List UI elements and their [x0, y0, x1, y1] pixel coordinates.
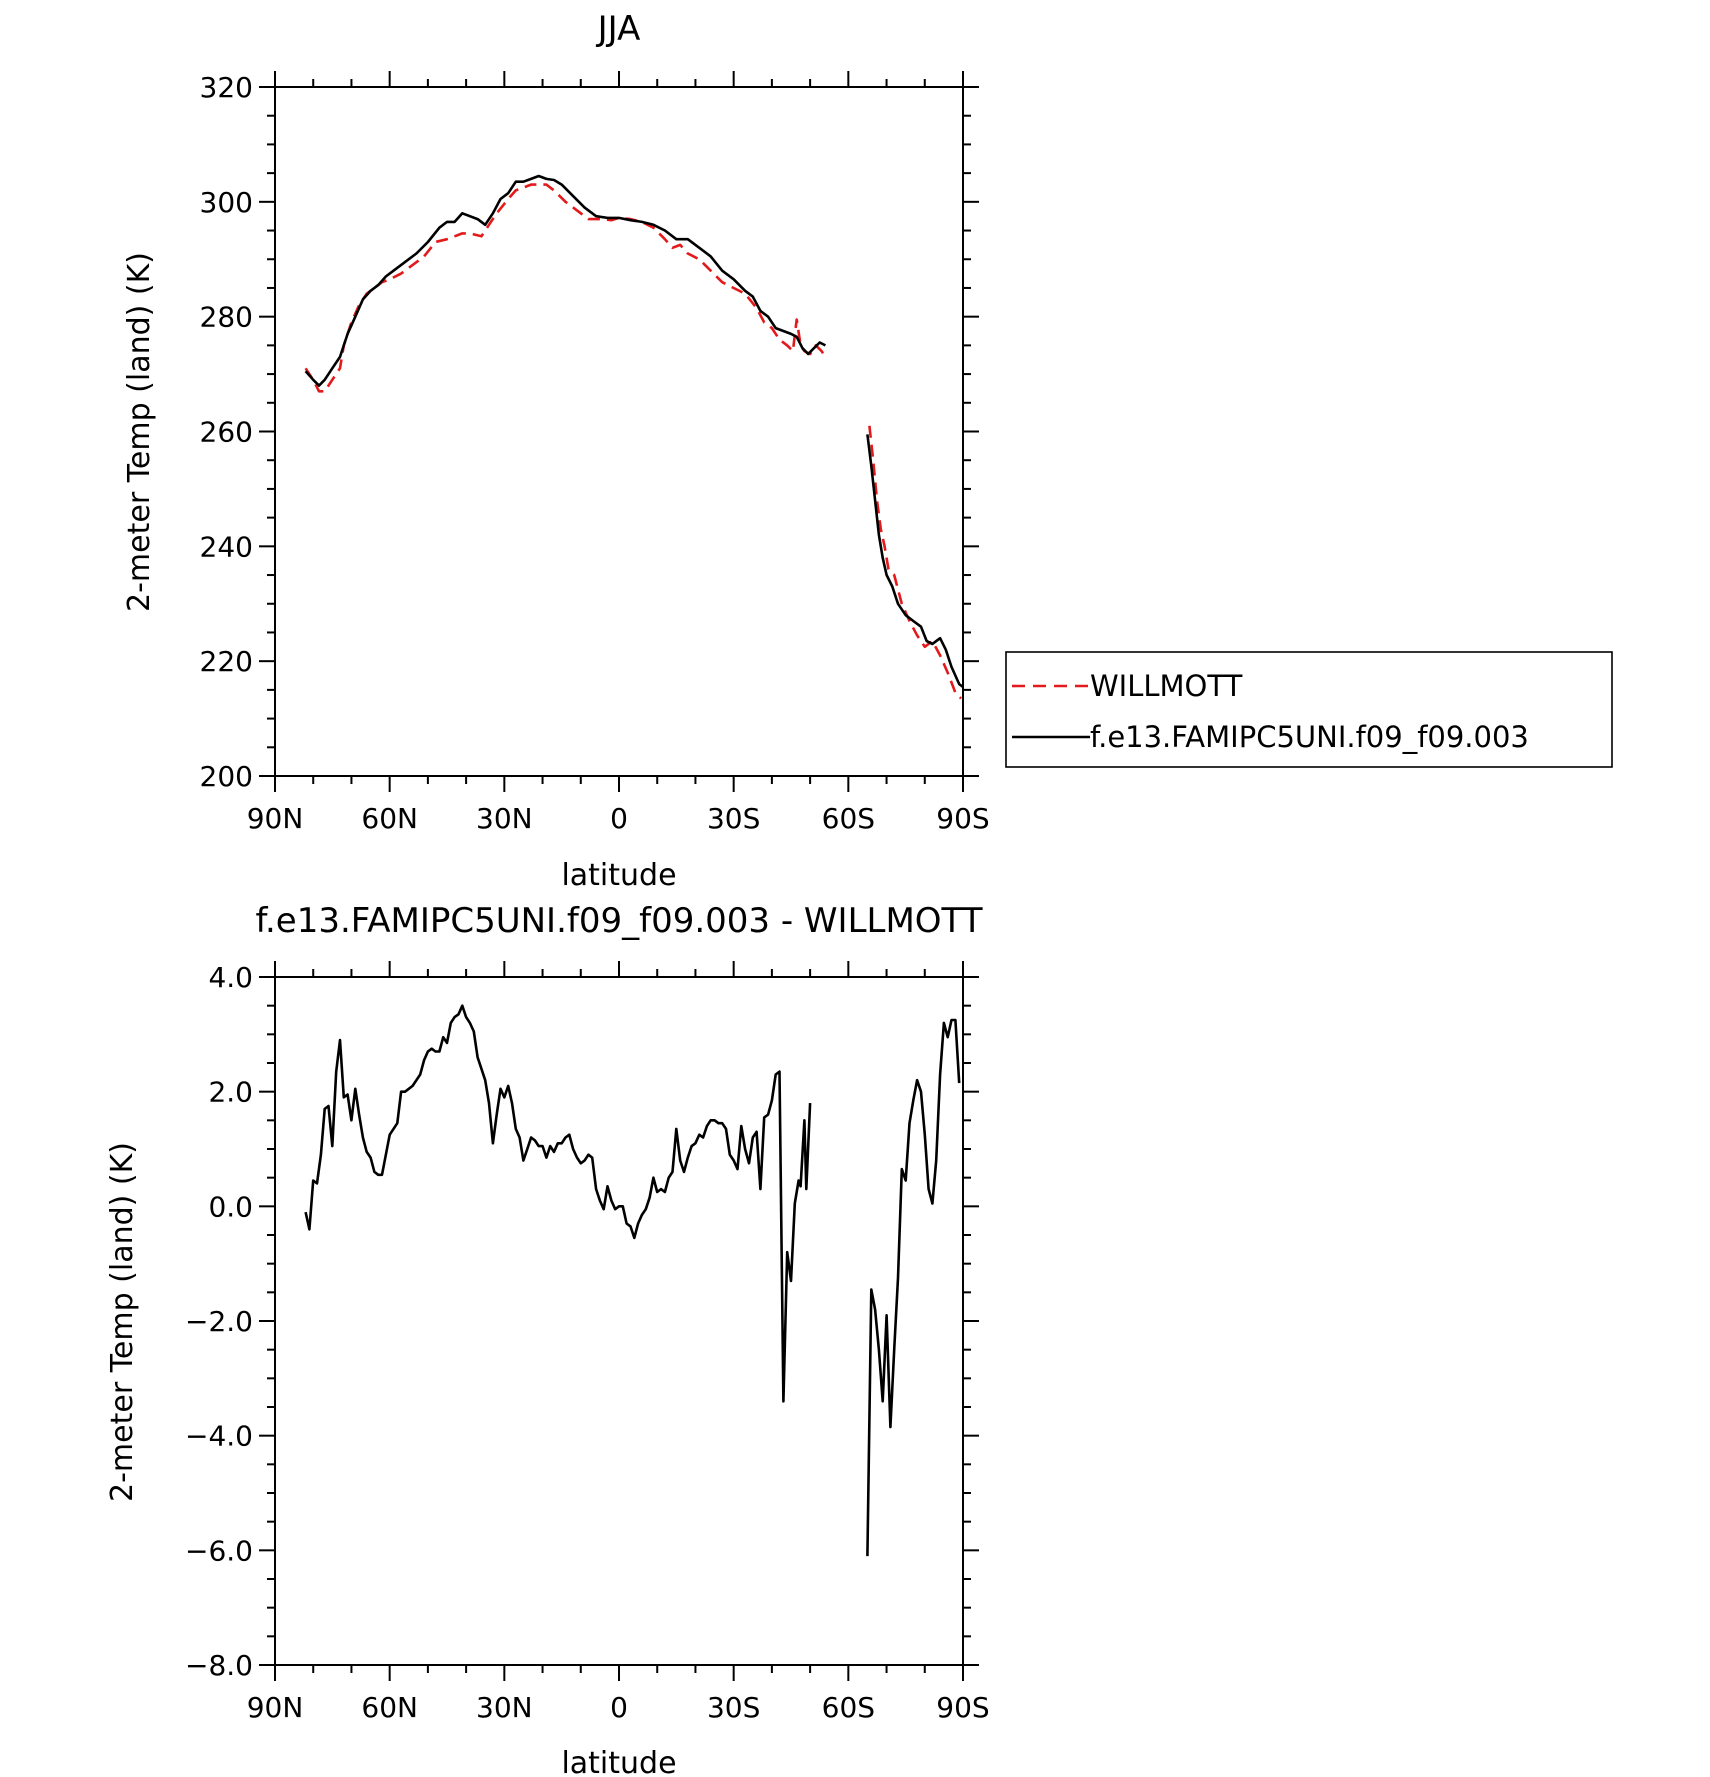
- bottom-y-tick-label: −2.0: [185, 1305, 253, 1338]
- bottom-x-tick-label: 30N: [476, 1691, 533, 1724]
- top-panel-title: JJA: [596, 9, 641, 49]
- bottom-x-tick-label: 0: [610, 1691, 628, 1724]
- top-x-tick-label: 60N: [361, 802, 418, 835]
- legend-label-willmott: WILLMOTT: [1090, 669, 1243, 703]
- top-y-axis-title: 2-meter Temp (land) (K): [122, 252, 157, 612]
- top-x-tick-label: 0: [610, 802, 628, 835]
- top-x-tick-label: 90S: [936, 802, 989, 835]
- bottom-panel-title: f.e13.FAMIPC5UNI.f09_f09.003 - WILLMOTT: [256, 901, 983, 941]
- legend-label-model: f.e13.FAMIPC5UNI.f09_f09.003: [1090, 720, 1529, 754]
- bottom-y-tick-label: −6.0: [185, 1534, 253, 1567]
- bottom-y-tick-label: 2.0: [208, 1076, 253, 1109]
- bottom-y-tick-label: 0.0: [208, 1190, 253, 1223]
- bottom-y-tick-label: 4.0: [208, 961, 253, 994]
- bottom-series-0-segment-0: [304, 1004, 812, 1403]
- bottom-x-tick-label: 60S: [822, 1691, 875, 1724]
- top-plot-frame: [274, 86, 964, 777]
- legend: WILLMOTT f.e13.FAMIPC5UNI.f09_f09.003: [1005, 651, 1613, 768]
- top-x-tick-label: 30N: [476, 802, 533, 835]
- top-series-0-segment-0: [304, 183, 827, 393]
- bottom-series-0-segment-1: [866, 1018, 961, 1557]
- bottom-x-tick-label: 90N: [247, 1691, 304, 1724]
- bottom-x-tick-label: 60N: [361, 1691, 418, 1724]
- bottom-y-tick-label: −4.0: [185, 1420, 253, 1453]
- bottom-x-tick-label: 30S: [707, 1691, 760, 1724]
- top-y-tick-label: 260: [200, 416, 253, 449]
- bottom-y-axis-title: 2-meter Temp (land) (K): [105, 1142, 140, 1502]
- bottom-panel: f.e13.FAMIPC5UNI.f09_f09.003 - WILLMOTT …: [105, 901, 990, 1777]
- top-y-tick-label: 300: [200, 186, 253, 219]
- bottom-y-tick-label: −8.0: [185, 1649, 253, 1682]
- bottom-plot-area: −8.0 −6.0 −4.0 −2.0 0.0 2.0 4.0 90N 60N 30N 0 30S 60…: [185, 961, 990, 1724]
- top-x-axis-title: latitude: [561, 858, 676, 893]
- top-y-tick-label: 240: [200, 530, 253, 563]
- bottom-plot-frame: [274, 976, 964, 1666]
- top-y-tick-label: 320: [200, 71, 253, 104]
- top-y-tick-label: 200: [200, 760, 253, 793]
- top-series-1-segment-0: [304, 174, 826, 387]
- top-panel: JJA 200 220 240 260 280 300 320 90N 60N 30N 0 30S 60…: [122, 9, 990, 893]
- top-y-tick-label: 220: [200, 645, 253, 678]
- top-plot-area: 200 220 240 260 280 300 320 90N 60N 30N 0 30S 60S 90S: [200, 71, 990, 835]
- top-x-tick-label: 60S: [822, 802, 875, 835]
- bottom-x-axis-title: latitude: [561, 1746, 676, 1777]
- top-x-tick-label: 30S: [707, 802, 760, 835]
- legend-box: [1005, 651, 1613, 768]
- top-series-1-segment-1: [866, 434, 964, 689]
- top-y-tick-label: 280: [200, 301, 253, 334]
- top-series-0-segment-1: [868, 425, 963, 700]
- top-x-tick-label: 90N: [247, 802, 304, 835]
- bottom-x-tick-label: 90S: [936, 1691, 989, 1724]
